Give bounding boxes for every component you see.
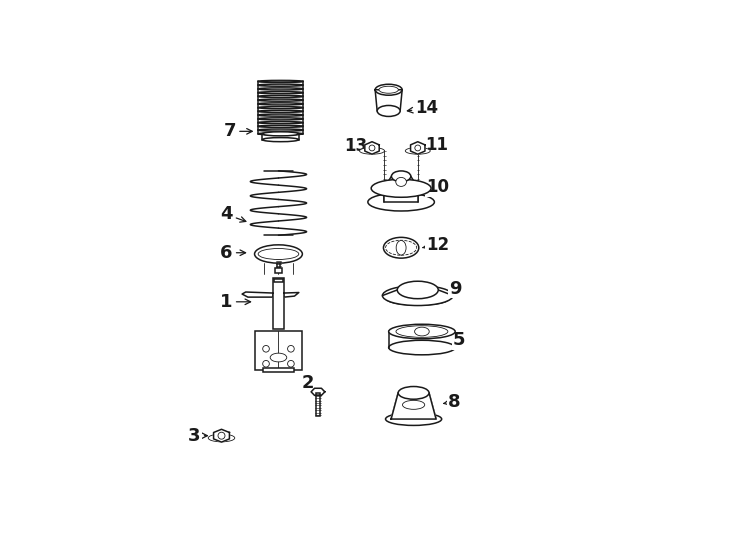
Ellipse shape (258, 84, 303, 86)
Ellipse shape (396, 326, 448, 338)
Polygon shape (365, 141, 379, 154)
Bar (262, 134, 299, 140)
Polygon shape (311, 388, 325, 395)
Polygon shape (214, 429, 230, 442)
Ellipse shape (255, 245, 302, 263)
Ellipse shape (375, 84, 402, 95)
Polygon shape (284, 293, 299, 297)
Bar (384, 188, 418, 202)
Ellipse shape (385, 413, 442, 426)
Bar (316, 393, 320, 416)
Ellipse shape (386, 292, 449, 306)
Bar (274, 279, 283, 282)
Ellipse shape (262, 132, 299, 136)
Ellipse shape (258, 88, 303, 90)
Circle shape (288, 360, 294, 367)
Ellipse shape (383, 238, 419, 258)
Ellipse shape (258, 114, 303, 116)
Ellipse shape (258, 118, 303, 120)
Circle shape (369, 145, 375, 151)
Ellipse shape (258, 110, 303, 112)
Ellipse shape (270, 353, 287, 362)
Ellipse shape (396, 240, 406, 255)
Text: 7: 7 (224, 123, 252, 140)
Ellipse shape (258, 125, 303, 127)
Ellipse shape (360, 147, 385, 154)
Ellipse shape (258, 106, 303, 109)
Ellipse shape (379, 86, 399, 93)
Circle shape (218, 432, 225, 439)
Polygon shape (410, 141, 425, 154)
Text: 9: 9 (449, 280, 462, 298)
Bar (255, 331, 302, 370)
Text: 11: 11 (425, 136, 448, 154)
Text: 10: 10 (426, 178, 449, 197)
Ellipse shape (388, 324, 455, 339)
Ellipse shape (415, 327, 429, 336)
Text: 12: 12 (423, 236, 449, 254)
Ellipse shape (258, 103, 303, 105)
Ellipse shape (397, 281, 438, 299)
Text: 8: 8 (444, 393, 461, 410)
Bar (273, 278, 284, 329)
Circle shape (415, 145, 421, 151)
Ellipse shape (385, 240, 417, 255)
Ellipse shape (262, 138, 299, 141)
Ellipse shape (398, 387, 429, 399)
Circle shape (263, 346, 269, 352)
Text: 13: 13 (344, 137, 367, 156)
Ellipse shape (258, 133, 303, 135)
Polygon shape (391, 393, 436, 419)
Circle shape (263, 360, 269, 367)
Ellipse shape (377, 105, 400, 117)
Circle shape (288, 346, 294, 352)
Text: 2: 2 (302, 374, 314, 392)
Polygon shape (242, 292, 273, 297)
Ellipse shape (258, 248, 299, 260)
Text: 14: 14 (407, 99, 438, 118)
Text: 6: 6 (220, 244, 246, 262)
Ellipse shape (388, 340, 455, 355)
Bar (277, 248, 280, 268)
Ellipse shape (402, 400, 425, 409)
Text: 5: 5 (453, 332, 465, 349)
Ellipse shape (391, 171, 411, 181)
Text: 4: 4 (220, 206, 246, 224)
Text: 3: 3 (188, 427, 207, 445)
Bar (275, 268, 282, 273)
Ellipse shape (382, 286, 453, 306)
Ellipse shape (396, 178, 407, 186)
Ellipse shape (258, 81, 303, 82)
Ellipse shape (371, 179, 431, 197)
Ellipse shape (405, 147, 430, 154)
Polygon shape (375, 90, 402, 111)
Ellipse shape (258, 96, 303, 97)
Ellipse shape (208, 434, 235, 442)
Ellipse shape (258, 80, 303, 83)
Ellipse shape (258, 99, 303, 101)
Bar (264, 368, 294, 373)
Text: 1: 1 (220, 293, 250, 311)
Ellipse shape (258, 129, 303, 131)
Ellipse shape (258, 122, 303, 124)
Ellipse shape (368, 193, 435, 211)
Ellipse shape (258, 92, 303, 94)
